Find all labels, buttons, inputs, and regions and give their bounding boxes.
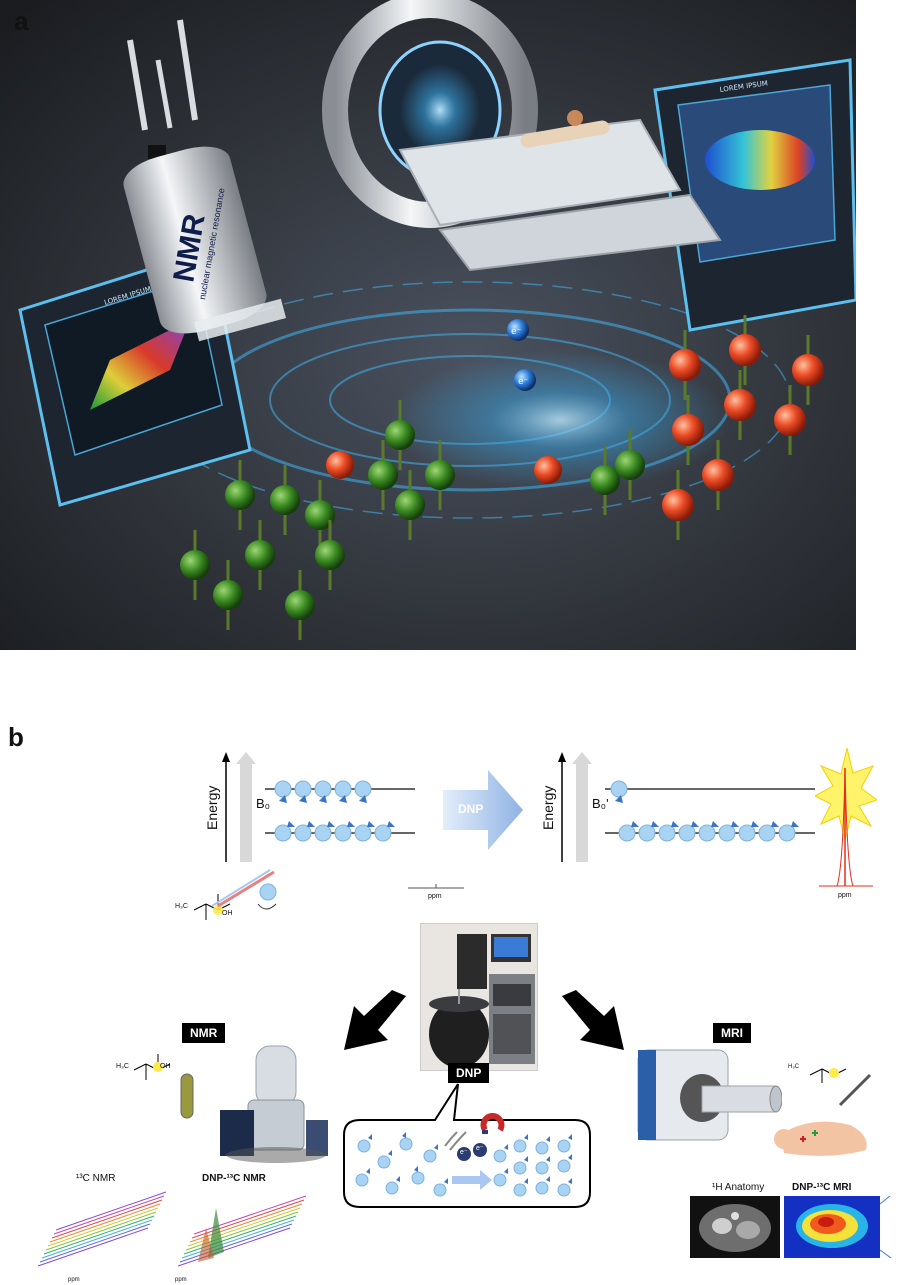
molecule-ch3-label: H₃C bbox=[175, 903, 188, 910]
dnp-transfer-arrow bbox=[443, 770, 523, 850]
energy-levels-thermal bbox=[265, 780, 415, 842]
spectrum-ppm-1: ppm bbox=[68, 1277, 80, 1283]
nmr-sample-molecule bbox=[133, 1054, 194, 1119]
polarization-transfer-bubble bbox=[343, 1083, 591, 1208]
anatomy-label: ¹H Anatomy bbox=[712, 1182, 765, 1193]
stacked-spectra bbox=[37, 1191, 307, 1267]
ppm-label-right: ppm bbox=[838, 892, 852, 899]
electrons: e⁻ e⁻ bbox=[507, 319, 536, 391]
patient-injection bbox=[774, 1068, 872, 1156]
nmr-spectrometer-image bbox=[220, 1045, 328, 1163]
unpolarized-spins bbox=[180, 400, 645, 640]
molecule-oh-label: OH bbox=[222, 910, 233, 917]
3d-surface-plot bbox=[90, 320, 190, 410]
spectrum-ppm-2: ppm bbox=[175, 1277, 187, 1283]
energy-axis-label-left: Energy bbox=[204, 785, 220, 830]
dnp-mri-heatmap bbox=[784, 1196, 892, 1258]
thermal-spectrum bbox=[408, 884, 464, 889]
mri-label-box: MRI bbox=[713, 1023, 751, 1043]
nmr-magnet: NMR nuclear magnetic resonance bbox=[123, 19, 287, 342]
patient-figure bbox=[520, 120, 610, 148]
arrow-to-nmr bbox=[344, 990, 406, 1050]
svg-text:e⁻: e⁻ bbox=[511, 327, 522, 337]
panel-a-illustration: LOREM IPSUM LOREM IPSUM NMR nuclear magn… bbox=[0, 0, 856, 650]
electron-label-2: e⁻ bbox=[476, 1145, 484, 1152]
dnp-mri-label: DNP-¹³C MRI bbox=[792, 1182, 852, 1193]
mri-scanner bbox=[322, 0, 722, 272]
panel-letter-b: b bbox=[8, 722, 24, 752]
energy-levels-hyperpolarized bbox=[605, 780, 815, 842]
mri-scanner-image bbox=[637, 1049, 782, 1141]
b0-label: B₀ bbox=[256, 796, 271, 811]
mri-molecule-ch3: H₃C bbox=[788, 1064, 800, 1070]
energy-axis-label-right: Energy bbox=[540, 785, 556, 830]
svg-text:e⁻: e⁻ bbox=[518, 377, 529, 387]
energy-glow bbox=[390, 350, 730, 490]
hyperpolarized-spins bbox=[662, 315, 824, 540]
ppm-label-left: ppm bbox=[428, 893, 442, 900]
dnp-label-box: DNP bbox=[448, 1063, 490, 1083]
polarized-spin bbox=[534, 456, 562, 484]
arrow-to-mri bbox=[562, 990, 624, 1050]
nmr-label-box: NMR bbox=[182, 1023, 226, 1043]
panel-letter-a: a bbox=[14, 6, 29, 36]
heatmap-image bbox=[705, 130, 815, 190]
dnp-arrow-label: DNP bbox=[458, 802, 484, 816]
b0-arrow-left bbox=[222, 752, 256, 862]
b0-arrow-right bbox=[558, 752, 592, 862]
nmr-molecule-oh: OH bbox=[160, 1063, 171, 1070]
anatomy-image bbox=[690, 1196, 780, 1258]
nmr-molecule-ch3: H₃C bbox=[116, 1063, 129, 1070]
pyruvate-molecule-with-spin bbox=[193, 869, 277, 920]
electron-label-1: e⁻ bbox=[460, 1149, 468, 1156]
polarized-spin bbox=[326, 451, 354, 479]
spectrum-label-dnp: DNP-¹³C NMR bbox=[202, 1173, 266, 1184]
hyperpolarized-spectrum bbox=[815, 748, 877, 887]
b0-prime-label: B₀' bbox=[592, 796, 609, 811]
dnp-instrument-photo bbox=[420, 923, 538, 1071]
spectrum-label-thermal: ¹³C NMR bbox=[76, 1173, 116, 1184]
